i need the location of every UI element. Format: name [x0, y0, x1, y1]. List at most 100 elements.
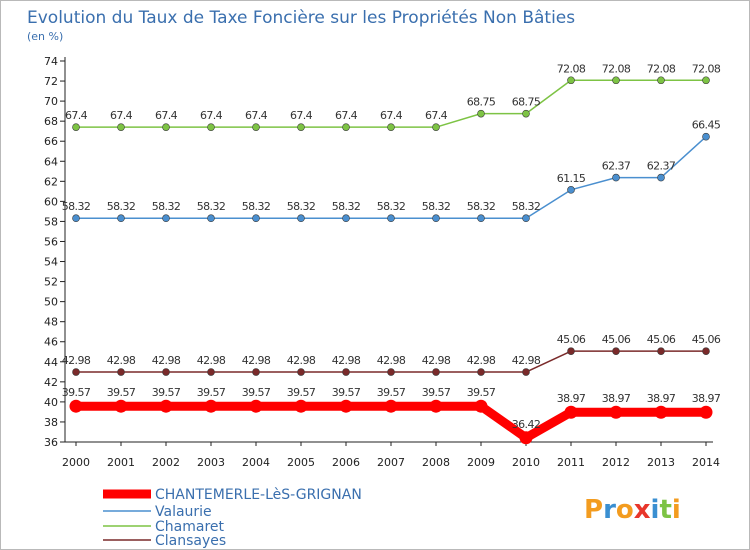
data-label-chamaret: 67.4: [425, 109, 448, 122]
data-label-clansayes: 42.98: [377, 354, 406, 367]
data-point-clansayes: [522, 368, 530, 376]
data-label-chamaret: 72.08: [602, 62, 631, 75]
data-label-chamaret: 67.4: [65, 109, 88, 122]
y-tick-label: 62: [44, 175, 58, 188]
data-label-clansayes: 42.98: [242, 354, 271, 367]
data-label-chantemerle-l-s-grignan: 38.97: [692, 392, 721, 405]
data-point-valaurie: [702, 132, 710, 141]
data-label-valaurie: 58.32: [152, 200, 181, 213]
data-point-chamaret: [342, 123, 350, 131]
data-point-chantemerle-l-s-grignan: [114, 399, 128, 413]
logo-letter: t: [659, 495, 671, 525]
data-label-chamaret: 68.75: [467, 96, 496, 109]
x-tick-label: 2010: [512, 456, 540, 469]
x-tick-label: 2005: [287, 456, 315, 469]
y-tick-label: 46: [44, 336, 58, 349]
data-point-clansayes: [567, 347, 575, 355]
data-point-valaurie: [567, 186, 575, 194]
logo-letter: P: [584, 495, 603, 525]
data-point-clansayes: [477, 368, 485, 376]
data-label-chantemerle-l-s-grignan: 36.42: [512, 418, 541, 431]
y-tick-label: 48: [44, 316, 58, 329]
data-label-chantemerle-l-s-grignan: 39.57: [287, 386, 316, 399]
x-tick-label: 2006: [332, 456, 360, 469]
x-tick-label: 2009: [467, 456, 495, 469]
data-point-chantemerle-l-s-grignan: [519, 431, 533, 445]
y-tick-label: 50: [44, 296, 58, 309]
data-point-chantemerle-l-s-grignan: [564, 405, 578, 419]
data-point-clansayes: [207, 368, 215, 376]
data-label-valaurie: 58.32: [287, 200, 316, 213]
y-tick-label: 60: [44, 195, 58, 208]
logo-letter: o: [616, 495, 634, 525]
data-point-valaurie: [117, 214, 125, 223]
y-tick-label: 64: [44, 155, 58, 168]
y-tick-label: 56: [44, 235, 58, 248]
y-tick-label: 70: [44, 95, 58, 108]
data-label-valaurie: 58.32: [377, 200, 406, 213]
legend-label: Valaurie: [155, 504, 212, 520]
data-point-chantemerle-l-s-grignan: [204, 399, 218, 413]
data-label-chamaret: 72.08: [557, 62, 586, 75]
data-point-chantemerle-l-s-grignan: [474, 399, 488, 413]
data-point-clansayes: [432, 368, 440, 376]
data-label-chamaret: 67.4: [380, 109, 403, 122]
legend-label: Clansayes: [155, 533, 226, 549]
data-point-chantemerle-l-s-grignan: [159, 399, 173, 413]
y-tick-label: 52: [44, 276, 58, 289]
data-label-chantemerle-l-s-grignan: 39.57: [332, 386, 361, 399]
data-point-chamaret: [612, 76, 620, 85]
data-point-chamaret: [522, 109, 530, 118]
y-tick-label: 58: [44, 215, 58, 228]
data-point-valaurie: [297, 214, 305, 223]
data-point-clansayes: [297, 368, 305, 376]
data-label-chamaret: 67.4: [335, 109, 358, 122]
data-label-clansayes: 42.98: [197, 354, 226, 367]
y-tick-label: 42: [44, 376, 58, 389]
data-point-valaurie: [252, 214, 260, 223]
data-label-valaurie: 66.45: [692, 119, 721, 132]
data-point-clansayes: [342, 368, 350, 376]
data-point-chantemerle-l-s-grignan: [429, 399, 443, 413]
data-label-valaurie: 62.37: [602, 160, 631, 173]
series-valaurie: [72, 132, 710, 223]
data-point-chamaret: [702, 76, 710, 85]
y-tick-label: 44: [44, 356, 58, 369]
y-tick-label: 74: [44, 55, 58, 68]
data-label-chamaret: 67.4: [245, 109, 268, 122]
data-point-chantemerle-l-s-grignan: [339, 399, 353, 413]
series-chamaret: [72, 76, 710, 131]
data-point-valaurie: [432, 214, 440, 223]
data-point-clansayes: [117, 368, 125, 376]
data-label-chantemerle-l-s-grignan: 38.97: [557, 392, 586, 405]
x-tick-label: 2002: [152, 456, 180, 469]
data-label-chamaret: 67.4: [200, 109, 223, 122]
data-label-clansayes: 45.06: [692, 333, 721, 346]
data-point-chantemerle-l-s-grignan: [249, 399, 263, 413]
chart-axes: 36 38 40 42 44 46 48 50 52 54 56 58 60 62 64 66 68 70 72 74…: [44, 55, 720, 469]
legend-label: Chamaret: [155, 519, 225, 535]
x-tick-label: 2011: [557, 456, 585, 469]
data-label-clansayes: 42.98: [332, 354, 361, 367]
data-point-chamaret: [207, 123, 215, 131]
data-point-chantemerle-l-s-grignan: [699, 405, 713, 419]
data-point-valaurie: [72, 214, 80, 223]
data-point-clansayes: [612, 347, 620, 355]
data-label-valaurie: 58.32: [107, 200, 136, 213]
data-point-valaurie: [342, 214, 350, 223]
data-label-clansayes: 42.98: [107, 354, 136, 367]
y-tick-label: 40: [44, 396, 58, 409]
data-label-clansayes: 45.06: [647, 333, 676, 346]
data-point-chamaret: [477, 109, 485, 118]
data-label-valaurie: 62.37: [647, 160, 676, 173]
data-point-valaurie: [657, 173, 665, 182]
data-label-chamaret: 67.4: [110, 109, 133, 122]
data-point-chamaret: [297, 123, 305, 131]
series-clansayes: [72, 347, 710, 376]
data-label-valaurie: 58.32: [242, 200, 271, 213]
data-point-chantemerle-l-s-grignan: [609, 405, 623, 419]
logo-letter: x: [634, 495, 651, 525]
logo-letter: i: [651, 495, 660, 525]
data-point-chamaret: [252, 123, 260, 131]
